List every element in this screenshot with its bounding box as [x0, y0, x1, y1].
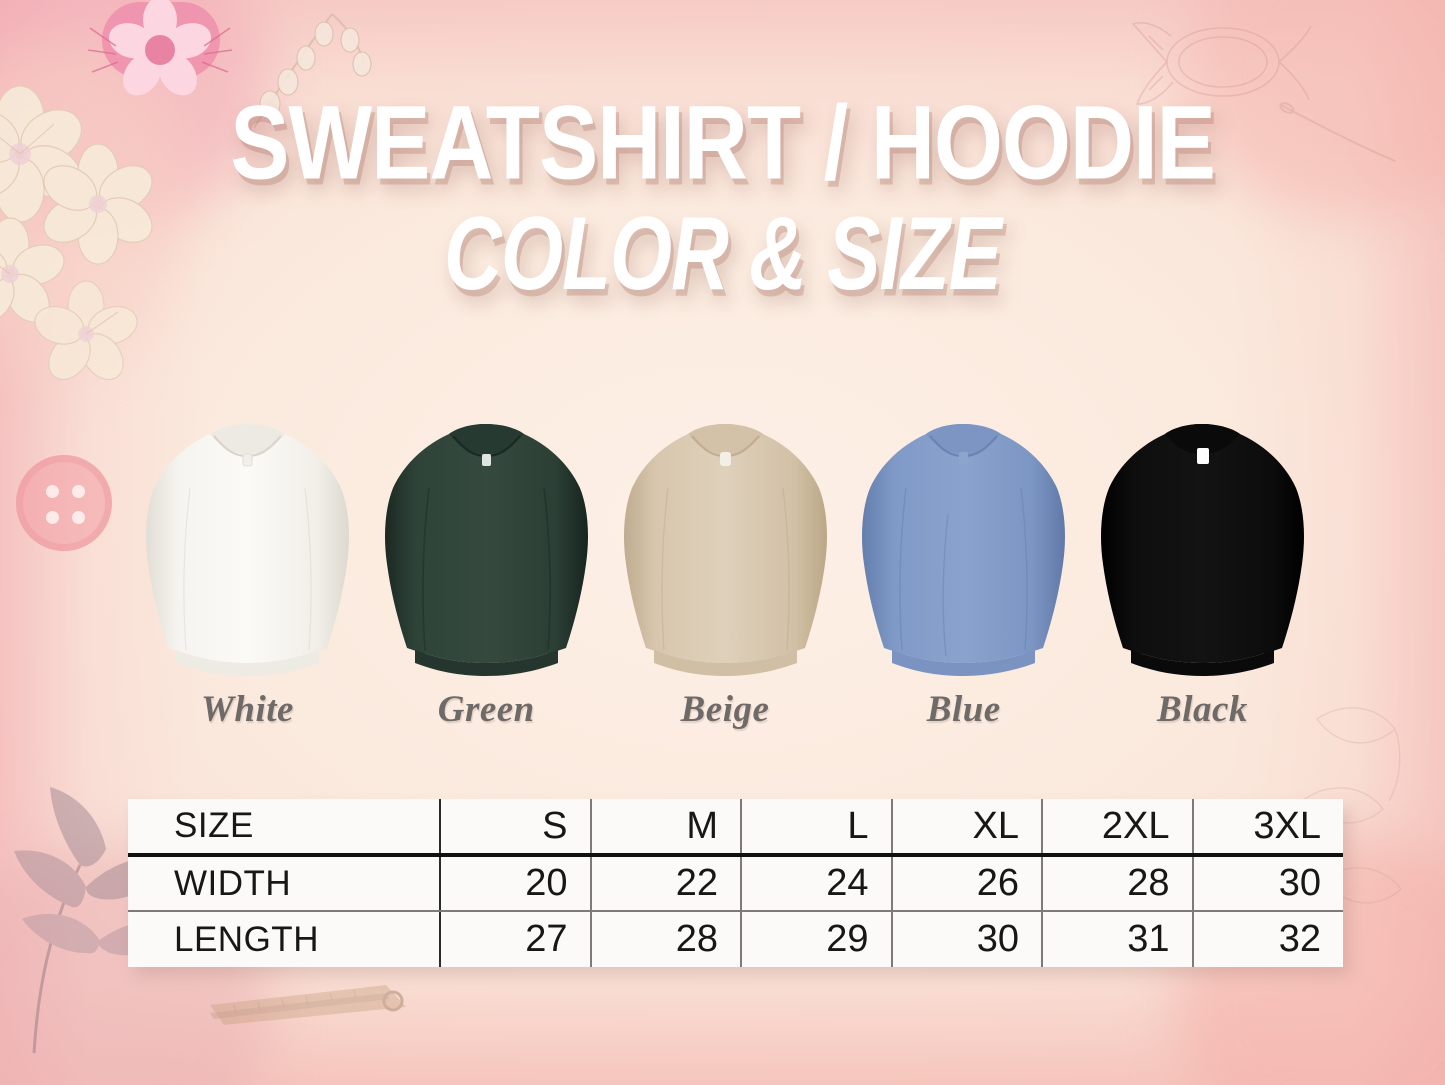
chart-title: SWEATSHIRT / HOODIE COLOR & SIZE — [0, 90, 1445, 306]
table-cell-width-l: 24 — [741, 855, 893, 912]
garment-blue — [856, 418, 1071, 680]
color-label-black: Black — [1157, 689, 1248, 730]
petal-outline-icon — [1304, 707, 1402, 904]
table-cell-size-xl: XL — [891, 799, 1043, 857]
table-cell-length-3xl: 32 — [1278, 918, 1321, 960]
size-table-card: SIZE S M L XL 2XL 3XL WIDTH 20 22 24 26 … — [128, 799, 1343, 967]
table-cell-length-l: 29 — [741, 911, 893, 967]
garment-beige — [618, 418, 833, 680]
table-cell-size-l: L — [741, 799, 893, 857]
table-cell-width-2xl: 28 — [1042, 855, 1194, 912]
sweatshirt-icon — [384, 424, 588, 676]
table-cell-width-m: 22 — [590, 855, 742, 912]
table-cell-length-label: LENGTH — [128, 911, 441, 967]
sweatshirt-icon — [146, 424, 349, 676]
color-label-row: White Green Beige Blue Black — [140, 688, 1310, 731]
title-line-2: COLOR & SIZE — [444, 195, 1002, 312]
table-cell-length-s: 27 — [440, 911, 592, 967]
table-cell-size-m: M — [590, 799, 742, 857]
table-cell-width-xl: 26 — [891, 855, 1043, 912]
table-cell-length-m: 28 — [590, 911, 742, 967]
sweatshirt-icon — [623, 424, 827, 676]
table-cell-size-2xl: 2XL — [1042, 799, 1194, 857]
table-cell-length-2xl: 31 — [1042, 911, 1194, 967]
color-label-beige: Beige — [680, 689, 770, 730]
color-label-green: Green — [437, 689, 535, 730]
needle-icon — [1279, 102, 1396, 162]
table-cell-width-label: WIDTH — [128, 855, 441, 912]
garment-black — [1095, 418, 1310, 680]
size-table: SIZE S M L XL 2XL 3XL WIDTH 20 22 24 26 … — [128, 799, 1343, 967]
garment-white — [140, 418, 355, 680]
color-label-white: White — [201, 689, 294, 730]
table-cell-size-s: S — [440, 799, 592, 857]
table-cell-size-3xl: 3XL — [1192, 799, 1343, 857]
table-cell-width-3xl: 30 — [1192, 855, 1343, 912]
table-row-length: LENGTH 27 28 29 30 31 32 — [128, 911, 1343, 967]
ruler-icon — [210, 985, 406, 1025]
table-cell-size-label: SIZE — [128, 799, 441, 857]
table-row-width: WIDTH 20 22 24 26 28 30 — [128, 855, 1343, 912]
title-line-1: SWEATSHIRT / HOODIE — [230, 83, 1216, 201]
sewing-button-icon — [16, 455, 112, 551]
sweatshirt-icon — [1101, 424, 1304, 676]
table-cell-length-xl: 30 — [891, 911, 1043, 967]
garment-green — [379, 418, 594, 680]
scissors-outline-icon — [1131, 21, 1312, 105]
garment-row — [140, 418, 1310, 680]
sweatshirt-icon — [862, 424, 1066, 676]
table-row-header: SIZE S M L XL 2XL 3XL — [128, 799, 1343, 857]
table-cell-width-s: 20 — [440, 855, 592, 912]
color-label-blue: Blue — [926, 689, 1001, 730]
